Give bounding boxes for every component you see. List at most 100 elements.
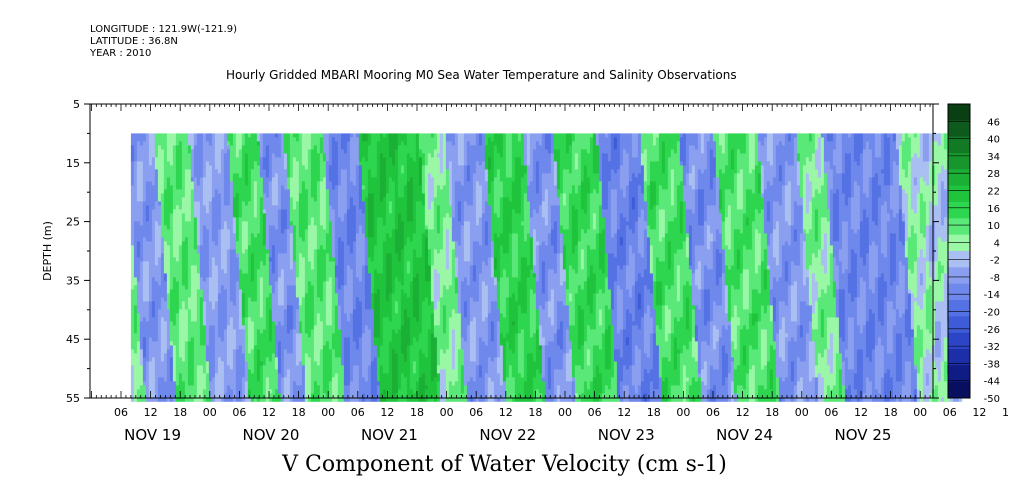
heatmap-cell	[194, 337, 197, 341]
heatmap-cell	[155, 377, 158, 381]
heatmap-cell	[197, 345, 200, 349]
heatmap-cell	[164, 377, 167, 381]
heatmap-cell	[134, 221, 137, 225]
heatmap-cell	[191, 361, 194, 365]
heatmap-cell	[143, 269, 146, 273]
heatmap-cell	[197, 141, 200, 145]
heatmap-cell	[203, 293, 206, 297]
heatmap-cell	[134, 277, 137, 281]
heatmap-cell	[131, 249, 134, 253]
heatmap-cell	[167, 385, 170, 389]
heatmap-cell	[149, 369, 152, 373]
heatmap-cell	[155, 149, 158, 153]
heatmap-cell	[137, 181, 140, 185]
heatmap-cell	[158, 249, 161, 253]
heatmap-cell	[161, 373, 164, 377]
heatmap-cell	[194, 329, 197, 333]
heatmap-cell	[161, 253, 164, 257]
heatmap-cell	[131, 217, 134, 221]
heatmap-cell	[134, 261, 137, 265]
heatmap-cell	[134, 357, 137, 361]
heatmap-cell	[167, 221, 170, 225]
heatmap-cell	[161, 249, 164, 253]
heatmap-cell	[185, 141, 188, 145]
heatmap-cell	[203, 261, 206, 265]
heatmap-cell	[134, 373, 137, 377]
heatmap-cell	[149, 329, 152, 333]
heatmap-cell	[203, 265, 206, 269]
heatmap-cell	[152, 173, 155, 177]
heatmap-cell	[176, 241, 179, 245]
heatmap-cell	[182, 285, 185, 289]
heatmap-cell	[155, 225, 158, 229]
heatmap-cell	[161, 189, 164, 193]
heatmap-cell	[173, 373, 176, 377]
heatmap-cell	[188, 349, 191, 353]
heatmap-cell	[155, 145, 158, 149]
heatmap-cell	[140, 385, 143, 389]
heatmap-cell	[146, 305, 149, 309]
heatmap-cell	[149, 245, 152, 249]
heatmap-cell	[137, 393, 140, 397]
heatmap-cell	[179, 145, 182, 149]
heatmap-cell	[173, 317, 176, 321]
heatmap-cell	[185, 249, 188, 253]
heatmap-cell	[200, 333, 203, 337]
heatmap-cell	[185, 313, 188, 317]
heatmap-cell	[167, 237, 170, 241]
heatmap-cell	[140, 249, 143, 253]
heatmap-cell	[191, 257, 194, 261]
heatmap-cell	[170, 285, 173, 289]
heatmap-cell	[197, 333, 200, 337]
heatmap-cell	[203, 329, 206, 333]
heatmap-cell	[176, 217, 179, 221]
heatmap-cell	[158, 277, 161, 281]
heatmap-cell	[149, 141, 152, 145]
heatmap-cell	[209, 141, 212, 145]
heatmap-cell	[137, 173, 140, 177]
heatmap-cell	[200, 393, 203, 397]
heatmap-cell	[176, 237, 179, 241]
heatmap-cell	[134, 313, 137, 317]
heatmap-cell	[182, 185, 185, 189]
heatmap-cell	[191, 209, 194, 213]
heatmap-cell	[182, 389, 185, 393]
heatmap-cell	[173, 177, 176, 181]
heatmap-cell	[191, 373, 194, 377]
heatmap-cell	[203, 165, 206, 169]
heatmap-cell	[137, 205, 140, 209]
heatmap-cell	[191, 237, 194, 241]
heatmap-cell	[143, 341, 146, 345]
heatmap-cell	[137, 389, 140, 393]
heatmap-cell	[209, 173, 212, 177]
heatmap-cell	[185, 257, 188, 261]
heatmap-cell	[137, 197, 140, 201]
heatmap-cell	[164, 181, 167, 185]
heatmap-cell	[161, 369, 164, 373]
heatmap-cell	[143, 353, 146, 357]
heatmap-cell	[170, 301, 173, 305]
heatmap-cell	[170, 205, 173, 209]
heatmap-cell	[131, 213, 134, 217]
heatmap-cell	[137, 337, 140, 341]
heatmap-cell	[206, 289, 209, 293]
heatmap-cell	[182, 333, 185, 337]
heatmap-cell	[203, 309, 206, 313]
heatmap-cell	[143, 321, 146, 325]
heatmap-cell	[152, 221, 155, 225]
heatmap-cell	[134, 345, 137, 349]
heatmap-cell	[203, 241, 206, 245]
heatmap-cell	[185, 225, 188, 229]
heatmap-cell	[161, 233, 164, 237]
heatmap-cell	[191, 133, 194, 137]
heatmap-cell	[131, 169, 134, 173]
heatmap-cell	[143, 169, 146, 173]
heatmap-cell	[167, 293, 170, 297]
heatmap-cell	[149, 325, 152, 329]
heatmap-cell	[179, 285, 182, 289]
heatmap-cell	[191, 241, 194, 245]
heatmap-cell	[188, 173, 191, 177]
heatmap-cell	[158, 153, 161, 157]
heatmap-cell	[200, 189, 203, 193]
heatmap-cell	[203, 253, 206, 257]
